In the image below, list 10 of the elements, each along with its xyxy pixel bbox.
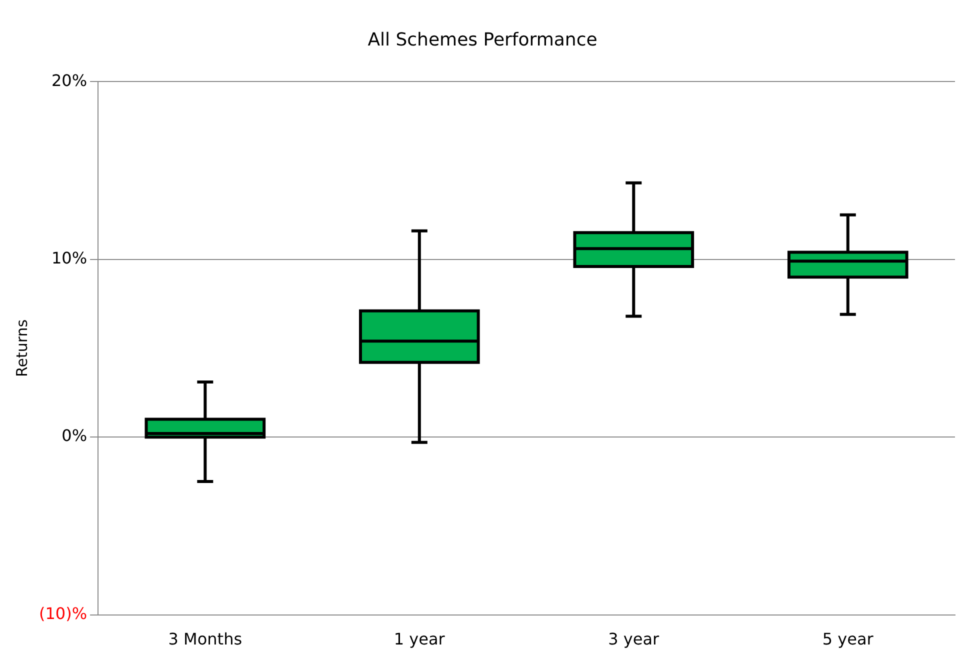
y-tick-label: 0% xyxy=(62,426,88,446)
x-tick-label: 3 Months xyxy=(168,630,242,649)
x-tick-label: 5 year xyxy=(822,630,874,649)
x-tick-label: 1 year xyxy=(394,630,446,649)
y-axis-title: Returns xyxy=(12,319,31,377)
chart-title: All Schemes Performance xyxy=(368,29,598,50)
y-tick-label: (10)% xyxy=(39,604,88,623)
x-tick-label: 3 year xyxy=(608,630,660,649)
y-tick-label: 20% xyxy=(51,70,88,90)
y-tick-label: 10% xyxy=(51,248,88,268)
